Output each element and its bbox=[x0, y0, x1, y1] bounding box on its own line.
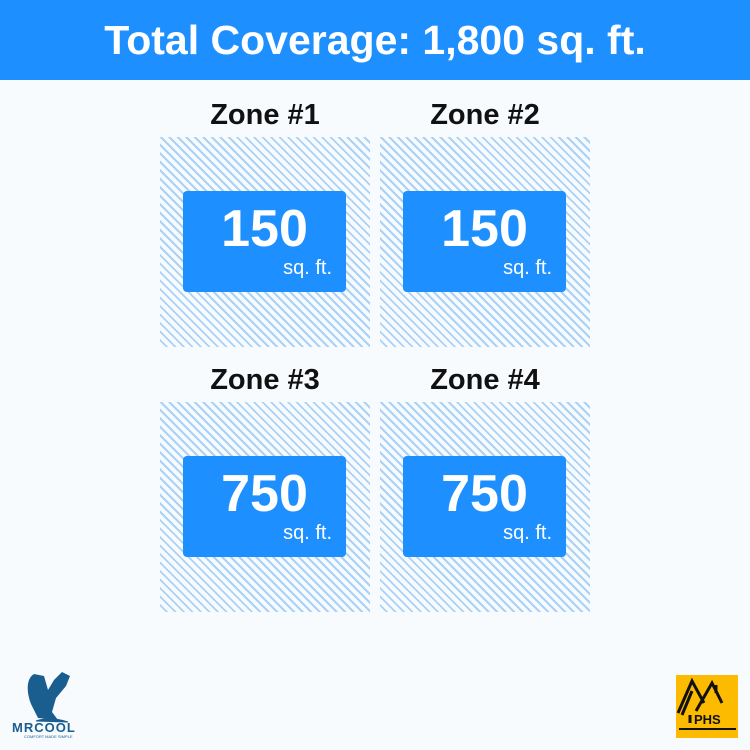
coverage-box: 750 sq. ft. bbox=[403, 456, 566, 557]
coverage-value: 150 bbox=[221, 200, 308, 258]
house-icon: PHS bbox=[676, 677, 736, 730]
coverage-box: 150 sq. ft. bbox=[183, 191, 346, 292]
zone-title: Zone #3 bbox=[210, 364, 320, 396]
svg-text:PHS: PHS bbox=[694, 712, 721, 727]
zone-3: Zone #3 750 sq. ft. bbox=[160, 360, 370, 612]
mrcool-logo: MRCOOL COMFORT MADE SIMPLE bbox=[10, 668, 112, 739]
svg-text:MRCOOL: MRCOOL bbox=[12, 720, 76, 735]
svg-text:COMFORT MADE SIMPLE: COMFORT MADE SIMPLE bbox=[24, 734, 73, 738]
coverage-unit: sq. ft. bbox=[503, 522, 552, 544]
coverage-box: 150 sq. ft. bbox=[403, 191, 566, 292]
coverage-unit: sq. ft. bbox=[283, 522, 332, 544]
zone-title: Zone #4 bbox=[430, 364, 540, 396]
zone-title: Zone #2 bbox=[430, 99, 540, 131]
polar-bear-icon: MRCOOL COMFORT MADE SIMPLE bbox=[12, 672, 76, 739]
zone-1: Zone #1 150 sq. ft. bbox=[160, 95, 370, 347]
page-title: Total Coverage: 1,800 sq. ft. bbox=[0, 0, 750, 80]
zone-area: 150 sq. ft. bbox=[160, 137, 370, 347]
coverage-value: 750 bbox=[441, 465, 528, 523]
zone-4: Zone #4 750 sq. ft. bbox=[380, 360, 590, 612]
zone-title: Zone #1 bbox=[210, 99, 320, 131]
zone-area: 750 sq. ft. bbox=[160, 402, 370, 612]
zone-2: Zone #2 150 sq. ft. bbox=[380, 95, 590, 347]
coverage-value: 750 bbox=[221, 465, 308, 523]
zone-area: 750 sq. ft. bbox=[380, 402, 590, 612]
coverage-unit: sq. ft. bbox=[503, 257, 552, 279]
phs-logo: PHS bbox=[676, 675, 738, 738]
coverage-unit: sq. ft. bbox=[283, 257, 332, 279]
coverage-box: 750 sq. ft. bbox=[183, 456, 346, 557]
zone-area: 150 sq. ft. bbox=[380, 137, 590, 347]
coverage-value: 150 bbox=[441, 200, 528, 258]
